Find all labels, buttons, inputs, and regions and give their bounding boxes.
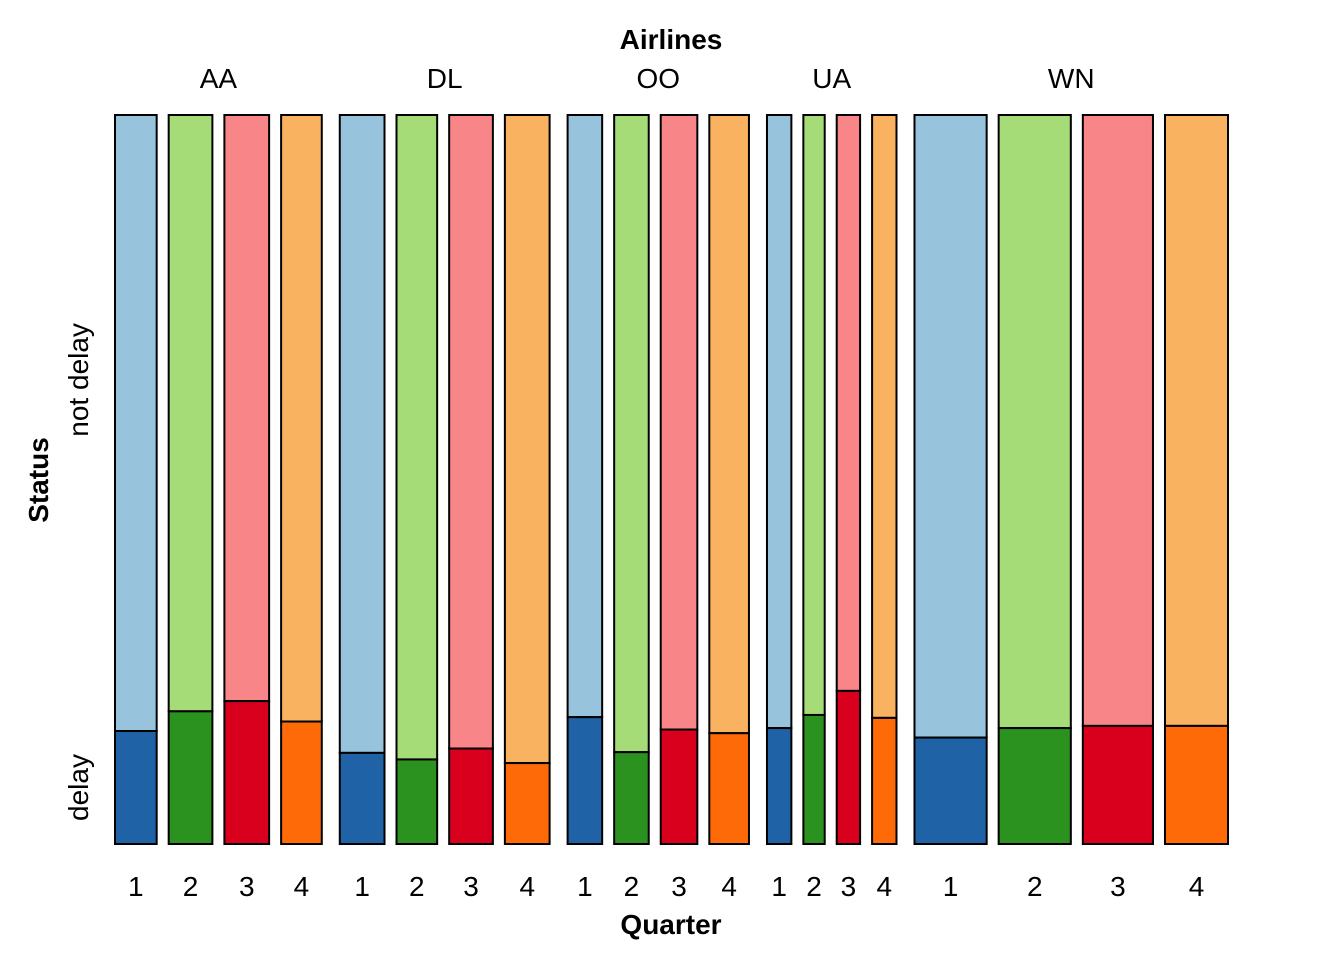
- tile-oo-q1-not-delay: [566, 114, 604, 719]
- airline-label-aa: AA: [200, 63, 238, 94]
- chart-title: Airlines: [620, 24, 723, 55]
- tile-dl-q4-not-delay: [503, 114, 551, 765]
- tile-aa-q1-not-delay: [114, 114, 158, 732]
- tile-wn-q2-not-delay: [997, 114, 1072, 730]
- tile-ua-q4-delay: [871, 716, 898, 846]
- tile-wn-q3-not-delay: [1081, 114, 1154, 727]
- tile-wn-q1-not-delay: [913, 114, 988, 739]
- tile-aa-q2-not-delay: [167, 114, 214, 713]
- quarter-tick-label: 3: [1110, 871, 1126, 902]
- tile-oo-q1-delay: [566, 716, 604, 846]
- status-label-not-delay: not delay: [63, 323, 94, 437]
- tile-ua-q1-delay: [765, 727, 793, 846]
- tile-aa-q2-delay: [167, 710, 214, 845]
- tile-ua-q1-not-delay: [765, 114, 793, 730]
- tile-aa-q1-delay: [114, 730, 158, 845]
- quarter-tick-label: 4: [1189, 871, 1205, 902]
- tile-dl-q2-not-delay: [395, 114, 439, 761]
- y-axis-title: Status: [23, 437, 54, 523]
- mosaic-tiles: [114, 114, 1229, 846]
- quarter-tick-label: 3: [239, 871, 255, 902]
- quarter-tick-label: 1: [771, 871, 787, 902]
- quarter-tick-label: 3: [671, 871, 687, 902]
- quarter-tick-label: 4: [294, 871, 310, 902]
- tile-wn-q4-not-delay: [1163, 114, 1229, 727]
- tile-ua-q2-not-delay: [802, 114, 826, 716]
- quarter-tick-label: 4: [519, 871, 535, 902]
- tile-oo-q3-not-delay: [659, 114, 699, 731]
- quarter-tick-label: 2: [624, 871, 640, 902]
- tile-wn-q3-delay: [1081, 724, 1154, 846]
- quarter-tick-label: 4: [721, 871, 737, 902]
- status-label-delay: delay: [63, 754, 94, 821]
- quarter-tick-label: 2: [806, 871, 822, 902]
- quarter-tick-label: 3: [463, 871, 479, 902]
- tile-dl-q1-delay: [338, 751, 386, 846]
- tile-dl-q1-not-delay: [338, 114, 386, 754]
- tile-aa-q3-not-delay: [223, 114, 271, 703]
- tile-aa-q3-delay: [223, 700, 271, 845]
- tile-dl-q3-delay: [448, 747, 494, 845]
- tile-ua-q4-not-delay: [871, 114, 898, 719]
- airline-label-ua: UA: [812, 63, 851, 94]
- tile-aa-q4-delay: [280, 720, 323, 846]
- tile-oo-q4-delay: [708, 732, 750, 845]
- quarter-tick-label: 3: [841, 871, 857, 902]
- tile-oo-q3-delay: [659, 728, 699, 845]
- quarter-tick-label: 2: [183, 871, 199, 902]
- x-axis-title: Quarter: [620, 909, 721, 940]
- tile-oo-q4-not-delay: [708, 114, 750, 735]
- tile-ua-q3-not-delay: [835, 114, 862, 692]
- quarter-tick-label: 1: [577, 871, 593, 902]
- tile-aa-q4-not-delay: [280, 114, 323, 723]
- quarter-tick-label: 1: [943, 871, 959, 902]
- quarter-tick-label: 2: [409, 871, 425, 902]
- quarter-tick-label: 2: [1027, 871, 1043, 902]
- tile-oo-q2-not-delay: [613, 114, 650, 754]
- tile-oo-q2-delay: [613, 751, 650, 846]
- tile-wn-q4-delay: [1163, 724, 1229, 846]
- airline-label-oo: OO: [637, 63, 681, 94]
- tile-ua-q2-delay: [802, 713, 826, 845]
- airline-label-dl: DL: [427, 63, 463, 94]
- tile-dl-q3-not-delay: [448, 114, 494, 750]
- airline-label-wn: WN: [1048, 63, 1095, 94]
- tile-ua-q3-delay: [835, 689, 862, 845]
- quarter-tick-label: 4: [877, 871, 893, 902]
- tile-wn-q2-delay: [997, 727, 1072, 846]
- quarter-tick-label: 1: [128, 871, 144, 902]
- tile-wn-q1-delay: [913, 736, 988, 846]
- tile-dl-q2-delay: [395, 758, 439, 845]
- tile-dl-q4-delay: [503, 762, 551, 846]
- quarter-tick-label: 1: [354, 871, 370, 902]
